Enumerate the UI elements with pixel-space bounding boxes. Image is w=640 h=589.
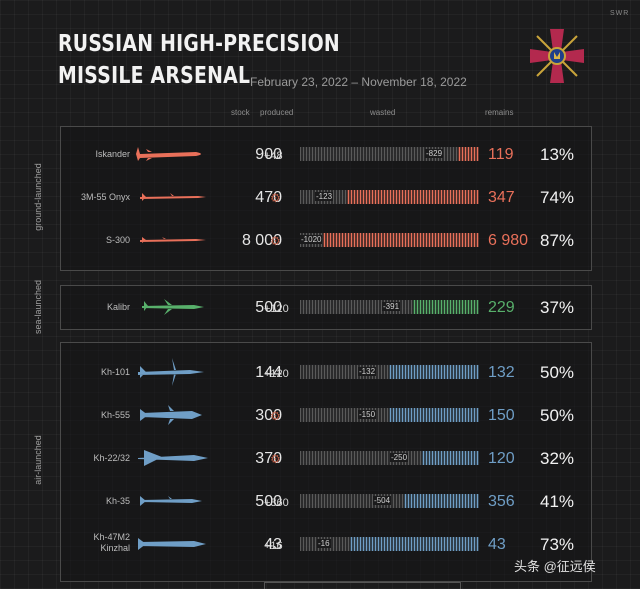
remains-value: 120	[488, 450, 515, 467]
missile-icon	[138, 538, 206, 550]
column-header-produced: produced	[260, 108, 294, 117]
missile-name: S-300	[105, 235, 130, 245]
stock-value: 144	[255, 364, 282, 381]
remains-value: 229	[488, 299, 515, 316]
stock-value: 900	[255, 146, 282, 163]
stock-value: 8 000	[241, 232, 282, 249]
stock-bar	[300, 147, 479, 161]
group-label-air: air-launched	[33, 435, 43, 485]
gear-icon: ⚙	[270, 409, 281, 423]
remains-value: 43	[488, 536, 506, 553]
stock-bar	[300, 190, 479, 204]
missile-icon	[136, 147, 201, 161]
remains-value: 356	[488, 493, 515, 510]
stock-value: 500	[255, 493, 282, 510]
missile-name: Kh-555	[100, 410, 130, 420]
military-emblem-icon	[530, 29, 584, 83]
stock-bar	[300, 300, 479, 314]
date-range: February 23, 2022 – November 18, 2022	[250, 75, 467, 89]
column-header-stock: stock	[231, 108, 250, 117]
remains-percent: 73%	[540, 535, 575, 554]
remains-value: 132	[488, 364, 515, 381]
remains-percent: 50%	[540, 363, 575, 382]
missile-name: Kh-35	[105, 496, 130, 506]
stock-bar	[300, 494, 479, 508]
table-row: Kh-22/32 370 ⚙ -250 120 32%	[60, 438, 590, 478]
table-row: Kh-35 500 +360 -504 356 41%	[60, 481, 590, 521]
missile-icon	[140, 237, 206, 243]
missile-name: Kh-101	[100, 367, 130, 377]
produced-value: +120	[264, 368, 289, 380]
table-row: Kh-47M2 Kinzhal 43 +16 -16 43 73%	[60, 524, 590, 564]
stock-value: 43	[264, 536, 282, 553]
stock-value: 500	[255, 299, 282, 316]
wasted-value: -16	[317, 539, 331, 548]
stock-value: 300	[255, 407, 282, 424]
table-row: S-300 8 000 ⚙ -1020 6 980 87%	[60, 220, 590, 260]
remains-percent: 74%	[540, 188, 575, 207]
wasted-value: -250	[390, 453, 409, 462]
chart-title-line1: RUSSIAN HIGH-PRECISION	[58, 31, 340, 57]
produced-value: +48	[264, 150, 283, 162]
stock-bar	[300, 365, 479, 379]
group-label-sea: sea-launched	[33, 279, 43, 335]
stock-value: 370	[255, 450, 282, 467]
remains-percent: 50%	[540, 406, 575, 425]
remains-percent: 87%	[540, 231, 575, 250]
missile-icon	[140, 496, 202, 506]
watermark: 头条 @征远侯	[514, 559, 596, 574]
missile-name: Kh-22/32	[93, 453, 130, 463]
brand-mark: SWR	[610, 10, 630, 17]
produced-value: +360	[264, 497, 289, 509]
wasted-value: -829	[425, 149, 444, 158]
stock-bar	[300, 233, 479, 247]
gear-icon: ⚙	[270, 191, 281, 205]
missile-name: 3M-55 Onyx	[80, 192, 130, 202]
missile-name: Kh-47M2 Kinzhal	[60, 532, 130, 554]
table-row: Kh-101 144 +120 -132 132 50%	[60, 352, 590, 392]
gear-icon: ⚙	[270, 234, 281, 248]
missile-icon	[142, 299, 204, 315]
table-row: 3M-55 Onyx 470 ⚙ -123 347 74%	[60, 177, 590, 217]
column-header-wasted: wasted	[370, 108, 396, 117]
remains-percent: 37%	[540, 298, 575, 317]
remains-percent: 32%	[540, 449, 575, 468]
missile-name-line: Kinzhal	[100, 543, 130, 553]
missile-icon	[140, 193, 206, 201]
table-row: Kh-555 300 ⚙ -150 150 50%	[60, 395, 590, 435]
missile-icon	[138, 358, 204, 386]
missile-name: Kalibr	[106, 302, 130, 312]
wasted-value: -132	[358, 367, 377, 376]
table-row: Kalibr 500 +120 -391 229 37%	[60, 287, 590, 327]
table-row: Iskander 900 +48 -829 119 13%	[60, 134, 590, 174]
remains-value: 150	[488, 407, 515, 424]
missile-icon	[140, 405, 202, 425]
wasted-value: -1020	[300, 235, 323, 244]
wasted-value: -391	[382, 302, 401, 311]
remains-percent: 13%	[540, 145, 575, 164]
remains-value: 347	[488, 189, 515, 206]
remains-value: 6 980	[488, 232, 529, 249]
stock-value: 470	[255, 189, 282, 206]
stock-bar	[300, 408, 479, 422]
wasted-value: -123	[315, 192, 334, 201]
missile-name: Iskander	[95, 149, 130, 159]
wasted-value: -150	[358, 410, 377, 419]
wasted-value: -504	[373, 496, 392, 505]
gear-icon: ⚙	[270, 452, 281, 466]
produced-value: +16	[264, 540, 283, 552]
remains-value: 119	[488, 146, 514, 163]
column-header-remains: remains	[485, 108, 514, 117]
remains-percent: 41%	[540, 492, 575, 511]
group-label-ground: ground-launched	[33, 163, 43, 231]
missile-name-line: Kh-47M2	[93, 532, 130, 542]
missile-icon	[138, 450, 208, 466]
chart-title-line2: MISSILE ARSENAL	[58, 63, 251, 89]
bottom-frame	[264, 582, 461, 589]
produced-value: +120	[264, 303, 289, 315]
